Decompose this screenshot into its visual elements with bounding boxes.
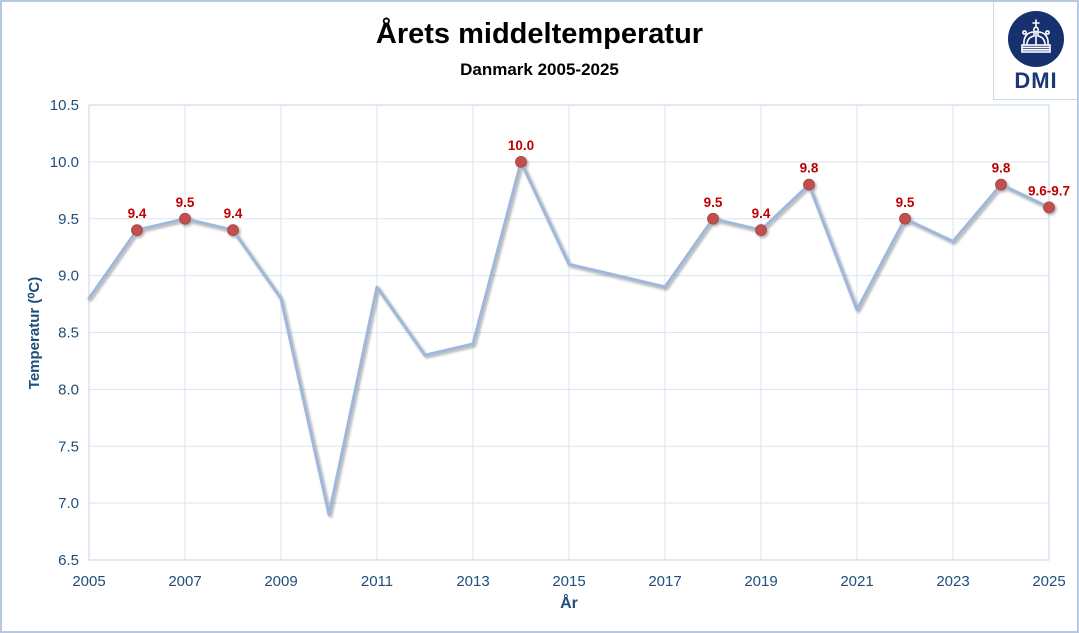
dmi-logo-circle — [1008, 11, 1064, 67]
y-tick-label: 7.5 — [58, 438, 79, 455]
x-tick-label: 2021 — [840, 573, 873, 590]
axis-tick-labels: 10.5 10.0 9.5 9.0 8.5 8.0 7.5 7.0 6.5 2005 2007 200… — [50, 97, 1066, 590]
data-point-marker — [179, 212, 191, 225]
data-point-marker — [131, 224, 143, 237]
data-point-marker — [707, 212, 719, 225]
data-point-marker — [515, 155, 527, 168]
data-point-label: 9.5 — [176, 195, 195, 210]
dmi-logo: DMI — [993, 2, 1077, 100]
y-tick-label: 10.0 — [50, 154, 79, 171]
data-point-marker — [1043, 201, 1055, 214]
x-tick-label: 2017 — [648, 573, 681, 590]
y-tick-label: 8.5 — [58, 325, 79, 342]
x-axis-title: År — [560, 595, 578, 612]
y-tick-label: 8.0 — [58, 381, 79, 398]
chart-title: Årets middeltemperatur — [375, 18, 704, 50]
data-point-label: 9.6-9.7 — [1028, 183, 1070, 198]
temperature-line — [87, 160, 1051, 516]
temperature-series — [87, 155, 1055, 516]
x-tick-label: 2015 — [552, 573, 585, 590]
crown-icon — [1021, 19, 1051, 53]
x-tick-label: 2025 — [1032, 573, 1065, 590]
x-tick-label: 2019 — [744, 573, 777, 590]
dmi-logo-text: DMI — [1014, 68, 1058, 93]
x-tick-label: 2009 — [264, 573, 297, 590]
data-point-label: 9.4 — [128, 206, 147, 221]
x-tick-label: 2023 — [936, 573, 969, 590]
data-point-label: 9.4 — [752, 206, 771, 221]
x-tick-label: 2013 — [456, 573, 489, 590]
data-labels: 9.4 9.5 9.4 10.0 9.5 9.4 9.8 9.5 9.8 9.6-9.7 — [128, 138, 1070, 221]
data-point-marker — [755, 224, 767, 237]
data-point-marker — [995, 178, 1007, 191]
x-tick-label: 2007 — [168, 573, 201, 590]
data-point-marker — [803, 178, 815, 191]
chart-subtitle: Danmark 2005-2025 — [460, 60, 619, 79]
x-tick-label: 2005 — [72, 573, 105, 590]
y-tick-label: 10.5 — [50, 97, 79, 114]
y-tick-label: 6.5 — [58, 552, 79, 569]
data-point-label: 9.5 — [896, 195, 915, 210]
data-point-marker — [227, 224, 239, 237]
gridlines — [88, 104, 1050, 561]
plot-border — [88, 104, 1050, 561]
y-tick-label: 9.0 — [58, 268, 79, 285]
data-point-label: 9.8 — [992, 161, 1011, 176]
y-tick-label: 7.0 — [58, 495, 79, 512]
data-point-label: 9.5 — [704, 195, 723, 210]
y-tick-label: 9.5 — [58, 211, 79, 228]
x-tick-label: 2011 — [361, 573, 393, 590]
data-point-label: 9.4 — [224, 206, 243, 221]
data-point-marker — [899, 212, 911, 225]
data-point-label: 9.8 — [800, 161, 819, 176]
data-point-label: 10.0 — [508, 138, 534, 153]
